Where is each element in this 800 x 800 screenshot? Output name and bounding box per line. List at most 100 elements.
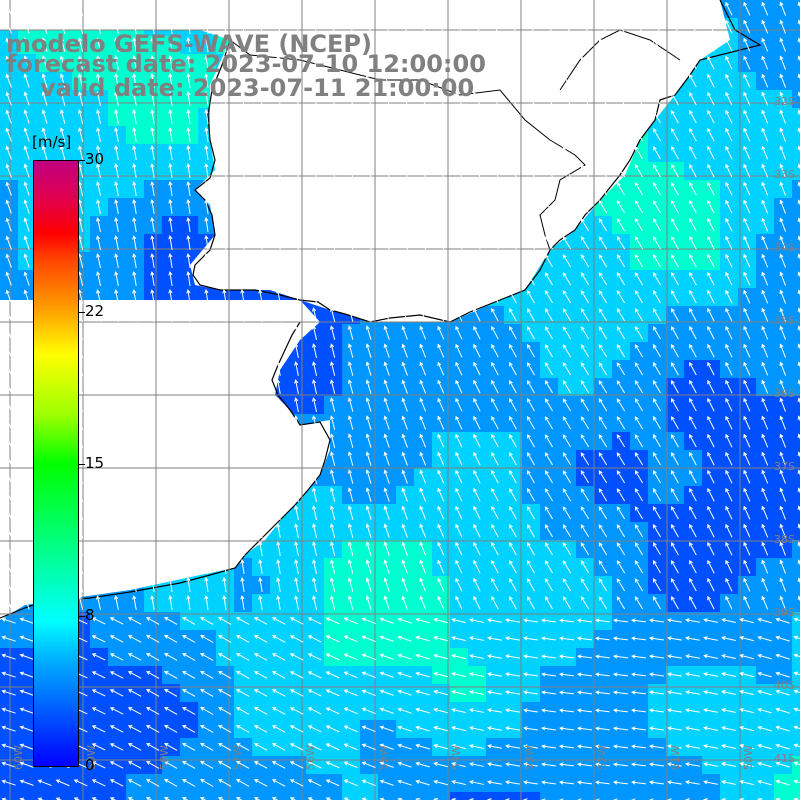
wind-arrow	[401, 451, 408, 466]
wind-arrow	[23, 253, 30, 268]
wind-arrow	[580, 20, 590, 34]
wind-arrow	[616, 254, 626, 268]
wind-arrow	[544, 344, 553, 358]
wind-arrow	[634, 92, 644, 106]
wind-arrow	[383, 55, 390, 70]
wind-arrow	[509, 181, 517, 196]
wind-arrow	[761, 289, 769, 304]
wind-arrow	[132, 271, 137, 286]
wind-arrow	[455, 307, 463, 322]
wind-arrow	[5, 271, 12, 286]
wind-arrow	[383, 433, 390, 448]
wind-arrow	[23, 199, 30, 214]
wind-arrow	[114, 199, 119, 214]
wind-arrow	[598, 308, 608, 322]
wind-speed-cell	[342, 792, 360, 800]
wind-arrow	[114, 343, 119, 358]
wind-speed-cell	[702, 792, 720, 800]
wind-arrow	[204, 307, 209, 322]
wind-arrow	[652, 56, 661, 70]
wind-arrow	[743, 361, 751, 376]
wind-arrow	[616, 272, 626, 286]
wind-arrow	[509, 91, 517, 106]
wind-arrow	[580, 128, 590, 142]
wind-arrow	[383, 289, 390, 304]
wind-speed-cell	[252, 792, 270, 800]
wind-arrow	[240, 397, 245, 412]
wind-arrow	[5, 415, 12, 430]
wind-arrow	[150, 487, 155, 502]
wind-arrow	[401, 145, 408, 160]
wind-arrow	[401, 271, 408, 286]
wind-arrow	[96, 307, 102, 322]
wind-speed-cell	[792, 162, 800, 180]
wind-arrow	[240, 451, 245, 466]
wind-arrow	[222, 127, 227, 142]
wind-arrow	[652, 272, 661, 286]
wind-arrow	[562, 290, 572, 304]
wind-arrow	[96, 127, 102, 142]
wind-arrow	[598, 74, 608, 88]
wind-arrow	[580, 56, 590, 70]
wind-arrow	[509, 325, 517, 340]
wind-arrow	[168, 163, 173, 178]
wind-arrow	[222, 235, 227, 250]
wind-arrow	[509, 343, 517, 358]
wind-arrow	[473, 361, 481, 376]
wind-arrow	[114, 127, 119, 142]
wind-arrow	[168, 199, 173, 214]
wind-arrow	[671, 469, 679, 484]
wind-arrow	[347, 181, 354, 196]
wind-arrow	[743, 415, 751, 430]
wind-arrow	[652, 92, 661, 106]
wind-arrow	[779, 415, 786, 430]
wind-arrow	[473, 415, 481, 430]
wind-arrow	[347, 307, 354, 322]
wind-arrow	[383, 343, 390, 358]
wind-arrow	[132, 1, 137, 16]
wind-arrow	[59, 109, 66, 124]
wind-arrow	[186, 343, 191, 358]
wind-arrow	[204, 145, 209, 160]
wind-arrow	[634, 452, 644, 466]
wind-arrow	[312, 55, 318, 70]
wind-arrow	[258, 487, 263, 502]
wind-arrow	[204, 109, 209, 124]
wind-arrow	[437, 451, 445, 466]
wind-arrow	[329, 325, 336, 340]
wind-arrow	[491, 289, 499, 304]
wind-arrow	[761, 307, 769, 322]
wind-arrow	[401, 127, 408, 142]
wind-arrow	[312, 253, 318, 268]
wind-arrow	[580, 2, 590, 16]
wind-arrow	[616, 164, 626, 178]
wind-arrow	[491, 199, 499, 214]
wind-arrow	[258, 397, 263, 412]
wind-arrow	[779, 235, 786, 250]
wind-arrow	[258, 307, 263, 322]
wind-arrow	[743, 19, 751, 34]
wind-arrow	[77, 37, 84, 52]
wind-arrow	[114, 307, 119, 322]
wind-arrow	[150, 37, 155, 52]
wind-arrow	[437, 19, 445, 34]
wind-arrow	[204, 433, 209, 448]
wind-arrow	[455, 181, 463, 196]
wind-arrow	[707, 271, 715, 286]
wind-arrow	[689, 433, 697, 448]
wind-arrow	[526, 218, 535, 232]
wind-arrow	[616, 434, 626, 448]
wind-arrow	[509, 73, 517, 88]
wind-arrow	[347, 109, 354, 124]
wind-arrow	[598, 254, 608, 268]
wind-arrow	[544, 326, 553, 340]
wind-arrow	[616, 416, 626, 430]
wind-arrow	[544, 416, 553, 430]
wind-arrow	[258, 451, 263, 466]
wind-arrow	[5, 505, 12, 520]
wind-speed-cell	[792, 450, 800, 468]
wind-arrow	[761, 55, 769, 70]
wind-arrow	[294, 397, 299, 412]
wind-arrow	[294, 433, 299, 448]
wind-arrow	[562, 2, 572, 16]
